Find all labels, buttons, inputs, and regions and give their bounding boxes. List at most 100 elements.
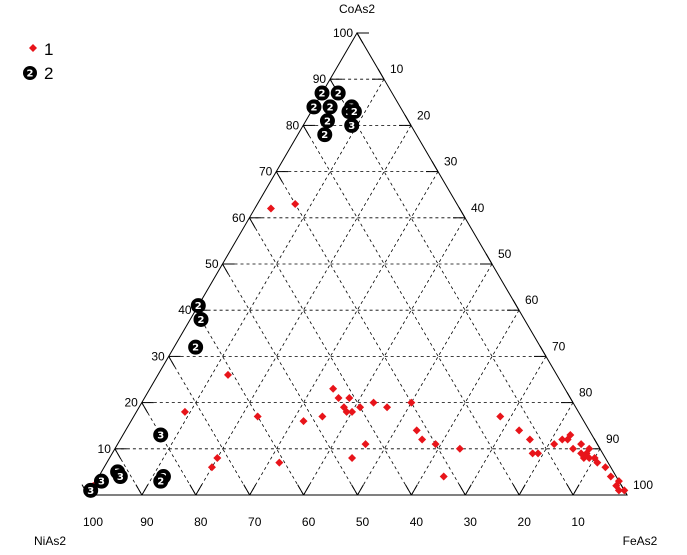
series-1-point-8 [329,384,338,393]
tick-bottom-b-40 [410,484,418,496]
tick-bottom-b-30 [464,484,472,496]
series-1-point-18 [361,440,370,449]
tick-label-nias2-60: 60 [302,515,316,529]
series-2-point-12 [193,311,209,327]
tick-bottom-a-90 [135,484,143,496]
tick-bottom-b-50 [357,484,364,496]
legend-label-1: 1 [44,40,53,59]
tick-left-a-100 [356,32,364,44]
tick-label-feas2-40: 40 [471,201,485,215]
series-1-point-22 [455,444,464,453]
series-1-point-12 [342,407,351,416]
series-1-point-1 [266,204,275,213]
tick-label-nias2-20: 20 [518,515,532,529]
series-1-points [89,199,629,495]
tick-left-a-60 [248,217,256,229]
series-2-point-20 [153,473,169,489]
tick-left-a-30 [168,356,176,368]
tick-right-b-50 [485,253,493,265]
series-1-point-4 [180,407,189,416]
tick-label-nias2-30: 30 [464,515,478,529]
series-2-point-label-9: 2 [351,107,358,118]
grid-line-feas2-50 [357,263,493,496]
series-2-point-label-18: 3 [87,486,94,497]
series-1-point-47 [601,463,610,472]
tick-right-b-80 [566,391,574,403]
tick-left-a-80 [302,125,310,137]
tick-label-feas2-60: 60 [525,293,539,307]
tick-bottom-b-20 [518,484,526,496]
tick-bottom-a-80 [189,484,197,496]
series-2-point-label-20: 2 [157,477,164,488]
series-2-point-label-3: 2 [335,89,342,100]
series-2-point-6 [317,127,333,143]
series-2-point-2 [306,99,322,115]
tick-bottom-a-50 [351,484,358,496]
vertex-label-coas2: CoAs2 [339,2,375,16]
series-2-point-label-10: 3 [348,121,355,132]
tick-bottom-a-20 [512,484,520,496]
grid-lines [114,78,601,496]
tick-left-a-10 [114,448,122,460]
tick-label-coas2-30: 30 [151,349,165,363]
tick-label-feas2-10: 10 [390,62,404,76]
series-1-point-30 [515,426,524,435]
tick-label-nias2-90: 90 [140,515,154,529]
series-1-point-9 [334,393,343,402]
series-1-point-20 [418,435,427,444]
tick-label-feas2-80: 80 [579,386,593,400]
series-1-point-5 [253,412,262,421]
series-2-point-label-14: 3 [157,430,164,441]
tick-label-feas2-30: 30 [444,155,458,169]
legend-marker-red-diamond [29,44,37,52]
tick-bottom-a-30 [458,484,466,496]
grid-line-feas2-10 [141,78,385,496]
series-2-point-label-16: 3 [117,472,124,483]
axis-tick-labels: 10 10 10 20 20 20 30 30 30 40 40 40 50 50 50 60 60 60 70 70… [83,26,653,529]
legend-marker-black-circle [23,66,37,80]
legend-item-2: 2 2 [23,64,53,83]
series-1-point-34 [550,440,559,449]
tick-left-a-70 [275,171,283,183]
grid-line-nias2-50 [222,263,358,496]
grid-line-nias2-30 [275,171,466,496]
tick-label-coas2-90: 90 [313,72,327,86]
tick-label-coas2-20: 20 [124,396,138,410]
series-2-point-10 [344,117,360,133]
series-2-point-label-11: 2 [195,301,202,312]
tick-right-b-90 [593,438,601,450]
series-2-point-3 [330,85,346,101]
tick-right-b-70 [539,345,547,357]
tick-label-nias2-70: 70 [248,515,262,529]
tick-label-coas2-70: 70 [259,165,273,179]
series-2-point-17 [93,473,109,489]
series-1-point-24 [275,458,284,467]
series-1-point-10 [345,393,354,402]
tick-label-nias2-10: 10 [571,515,585,529]
grid-line-feas2-30 [249,171,439,496]
series-1-point-25 [213,454,222,463]
series-1-point-19 [412,426,421,435]
vertex-label-nias2: NiAs2 [34,534,66,548]
series-2-point-label-4: 2 [327,102,334,113]
tick-right-b-60 [512,299,520,311]
tick-label-coas2-80: 80 [286,118,300,132]
series-1-point-37 [566,430,575,439]
series-1-point-6 [299,417,308,426]
series-2-point-label-1: 2 [319,89,326,100]
series-1-point-15 [369,398,378,407]
tick-label-feas2-50: 50 [498,247,512,261]
tick-bottom-b-10 [572,484,580,496]
series-1-point-52 [620,486,629,495]
series-1-point-26 [207,463,216,472]
series-1-point-27 [439,472,448,481]
tick-label-coas2-100: 100 [333,26,353,40]
grid-line-nias2-20 [302,125,520,496]
series-1-point-33 [534,449,543,458]
tick-bottom-b-70 [249,484,257,496]
series-2-point-18 [83,482,99,498]
tick-left-a-20 [141,402,149,414]
tick-label-nias2-100: 100 [83,515,103,529]
tick-label-coas2-40: 40 [178,303,192,317]
series-1-point-13 [348,407,357,416]
